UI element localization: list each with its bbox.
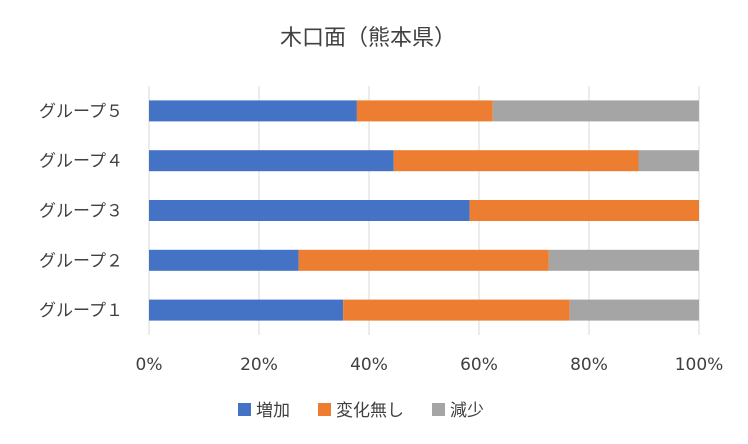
category-labels: グループ５ グループ４ グループ３ グループ２ グループ１ xyxy=(39,102,123,321)
legend-swatch xyxy=(432,403,445,416)
bar-segment xyxy=(149,100,357,122)
bar-segment xyxy=(149,200,470,221)
category-label: グループ３ xyxy=(39,202,123,222)
x-tick-label: 100% xyxy=(675,355,724,375)
bar-segment xyxy=(492,100,699,122)
category-label: グループ１ xyxy=(39,301,123,321)
bar-segment xyxy=(149,299,344,321)
chart-title: 木口面（熊本県） xyxy=(280,26,456,51)
x-tick-label: 0% xyxy=(136,355,163,375)
bars xyxy=(149,100,699,321)
category-label: グループ５ xyxy=(39,102,123,122)
bar-segment xyxy=(298,249,549,271)
x-tick-label: 80% xyxy=(570,355,608,375)
legend-swatch xyxy=(318,403,331,416)
bar-segment xyxy=(149,150,394,172)
x-tick-label: 20% xyxy=(240,355,278,375)
bar-segment xyxy=(638,150,699,172)
bar-segment xyxy=(149,249,299,271)
x-tick-labels: 0% 20% 40% 60% 80% 100% xyxy=(136,355,724,375)
bar-segment xyxy=(343,299,570,321)
legend-swatch xyxy=(238,403,251,416)
x-tick-label: 40% xyxy=(350,355,388,375)
bar-segment xyxy=(393,150,639,172)
legend-label: 変化無し xyxy=(336,401,404,421)
bar-segment xyxy=(469,200,699,221)
legend: 増加 変化無し 減少 xyxy=(238,401,484,421)
bar-segment xyxy=(569,299,699,321)
category-label: グループ２ xyxy=(39,251,123,271)
x-tick-label: 60% xyxy=(460,355,498,375)
legend-label: 増加 xyxy=(256,401,290,421)
bar-segment xyxy=(356,100,493,122)
category-label: グループ４ xyxy=(39,152,123,172)
legend-label: 減少 xyxy=(450,401,484,421)
bar-segment xyxy=(548,249,699,271)
